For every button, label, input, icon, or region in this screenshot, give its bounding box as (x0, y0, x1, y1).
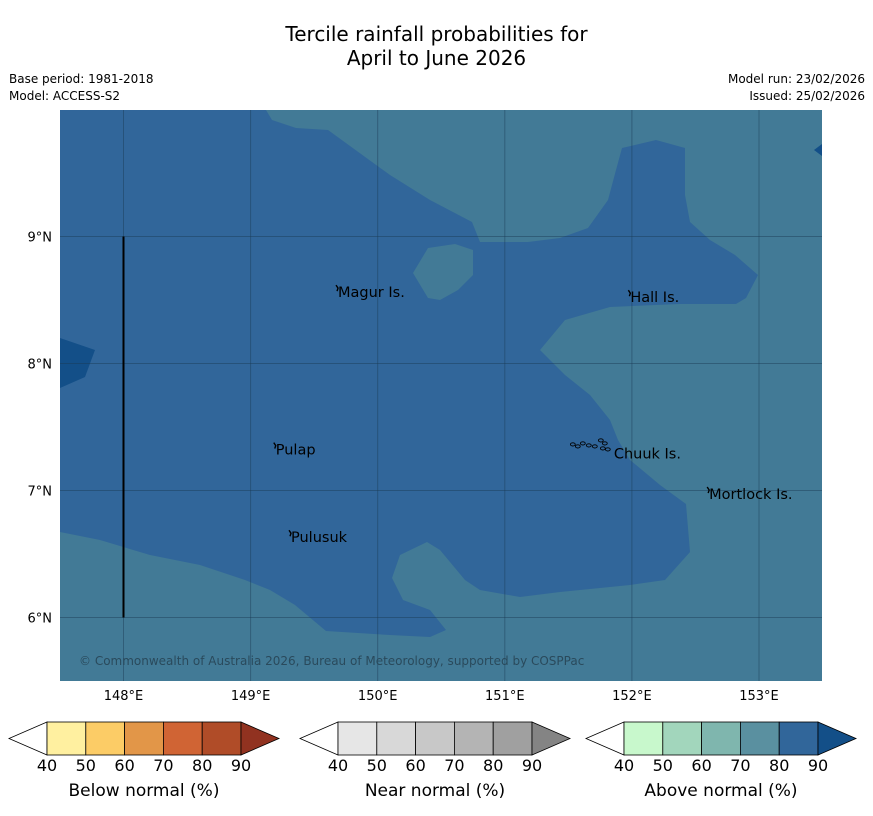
place-marker: Hall Is. (627, 289, 679, 306)
lat-tick-label: 8°N (28, 358, 53, 373)
lon-tick-label: 153°E (739, 689, 779, 704)
colorbar-tick-label: 40 (614, 756, 634, 775)
colorbar-segment (337, 721, 378, 756)
island-shape (591, 444, 598, 449)
colorbar-high-arrow (531, 721, 572, 756)
lat-tick-label: 6°N (28, 612, 53, 627)
colorbar-segment (85, 721, 126, 756)
colorbar-2: 40 50 60 70 80 90 (298, 721, 572, 775)
colorbar-high-arrow (240, 721, 281, 756)
colorbar-tick-label: 60 (691, 756, 711, 775)
colorbar-segment (453, 721, 494, 756)
colorbar-low-arrow (7, 721, 48, 756)
lon-tick-label: 150°E (358, 689, 398, 704)
colorbar-tick-label: 70 (444, 756, 464, 775)
colorbar-title: Near normal (%) (364, 781, 506, 801)
place-label: Chuuk Is. (614, 446, 681, 462)
place-label: Pulap (276, 443, 316, 459)
island-shape (335, 284, 339, 292)
island-shape (627, 289, 632, 297)
region-above-90-east (814, 144, 822, 156)
issued-date: Issued: 25/02/2026 (749, 89, 865, 103)
meta-left: Base period: 1981-2018 Model: ACCESS-S2 (9, 71, 154, 105)
colorbar-tick-label: 70 (153, 756, 173, 775)
colorbar-tick-label: 90 (522, 756, 542, 775)
colorbar-tick-label: 50 (367, 756, 387, 775)
longitude-tick-labels: 148°E 149°E 150°E 151°E 152°E 153°E (104, 689, 779, 704)
island-shape (604, 447, 611, 452)
island-shape (574, 444, 581, 449)
place-marker: Chuuk Is. (569, 438, 681, 462)
colorbar-tick-label: 90 (808, 756, 828, 775)
colorbars: 40 50 60 70 80 90 40 50 60 70 80 90 40 50 60 70 80 90 (7, 721, 858, 775)
colorbar-segment (662, 721, 702, 756)
lon-tick-label: 151°E (485, 689, 525, 704)
map-title: Tercile rainfall probabilities for April… (0, 22, 873, 70)
region-above-80 (60, 110, 758, 637)
lon-tick-label: 149°E (231, 689, 271, 704)
colorbar-segment (778, 721, 819, 756)
colorbar-segment (162, 721, 203, 756)
island-shape (579, 441, 586, 446)
map-area (60, 110, 822, 681)
latitude-tick-labels: 6°N 7°N 8°N 9°N (28, 231, 53, 627)
colorbar-segment (415, 721, 455, 756)
colorbar-low-arrow (298, 721, 339, 756)
island-shape (601, 441, 608, 446)
colorbar-segment (376, 721, 416, 756)
colorbar-tick-label: 70 (730, 756, 750, 775)
place-label: Mortlock Is. (709, 487, 792, 503)
title-line-2: April to June 2026 (346, 46, 527, 70)
base-period: Base period: 1981-2018 (9, 72, 154, 86)
lon-tick-label: 148°E (104, 689, 144, 704)
colorbar-segment (623, 721, 664, 756)
model-run-date: Model run: 23/02/2026 (727, 72, 865, 86)
place-marker: Magur Is. (335, 284, 405, 301)
colorbar-tick-label: 40 (328, 756, 348, 775)
island-shape (273, 442, 277, 449)
island-shape (706, 486, 710, 494)
island-shape (288, 529, 292, 537)
lat-tick-label: 9°N (28, 231, 53, 246)
colorbar-title: Above normal (%) (644, 781, 798, 801)
colorbar-tick-label: 80 (192, 756, 212, 775)
colorbar-segment (124, 721, 164, 756)
colorbar-tick-label: 50 (653, 756, 673, 775)
place-label: Pulusuk (291, 530, 348, 546)
place-label: Hall Is. (630, 290, 679, 306)
place-labels: Magur Is. Hall Is. Pulap Chuuk Is. Mortlock … (273, 284, 793, 546)
colorbar-low-arrow (584, 721, 625, 756)
title-line-1: Tercile rainfall probabilities for (285, 22, 588, 46)
colorbar-title: Below normal (%) (68, 781, 220, 801)
place-label: Magur Is. (338, 285, 405, 301)
colorbar-segment (701, 721, 741, 756)
colorbar-tick-label: 80 (483, 756, 503, 775)
colorbar-tick-label: 60 (405, 756, 425, 775)
colorbar-segment (740, 721, 780, 756)
colorbar-tick-label: 50 (76, 756, 96, 775)
island-shape (569, 442, 576, 447)
lon-tick-label: 152°E (612, 689, 652, 704)
place-marker: Pulap (273, 442, 316, 459)
meta-right: Model run: 23/02/2026 Issued: 25/02/2026 (728, 71, 865, 105)
colorbar-segment (201, 721, 242, 756)
lat-tick-label: 7°N (28, 485, 53, 500)
region-above-90-west (60, 338, 95, 388)
colorbar-tick-label: 90 (231, 756, 251, 775)
colorbar-segment (492, 721, 533, 756)
place-marker: Pulusuk (288, 529, 348, 546)
colorbar-3: 40 50 60 70 80 90 (584, 721, 858, 775)
colorbar-1: 40 50 60 70 80 90 (7, 721, 281, 775)
island-shape (597, 438, 604, 443)
place-marker: Mortlock Is. (706, 486, 793, 503)
colorbar-high-arrow (817, 721, 858, 756)
island-shape (585, 443, 592, 448)
colorbar-segment (46, 721, 87, 756)
colorbar-tick-label: 60 (114, 756, 134, 775)
colorbar-tick-label: 80 (769, 756, 789, 775)
colorbar-tick-label: 40 (37, 756, 57, 775)
copyright-notice: © Commonwealth of Australia 2026, Bureau… (79, 654, 584, 668)
model-name: Model: ACCESS-S2 (9, 89, 121, 103)
